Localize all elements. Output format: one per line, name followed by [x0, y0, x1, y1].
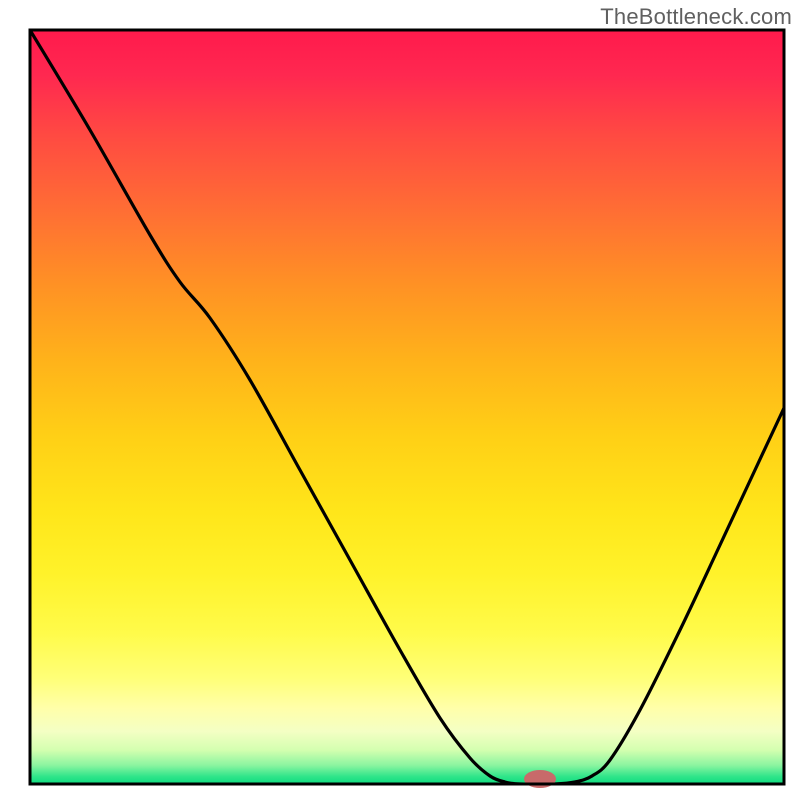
chart-container: TheBottleneck.com: [0, 0, 800, 800]
plot-background: [30, 30, 784, 784]
bottleneck-chart: [0, 0, 800, 800]
watermark-text: TheBottleneck.com: [600, 4, 792, 30]
